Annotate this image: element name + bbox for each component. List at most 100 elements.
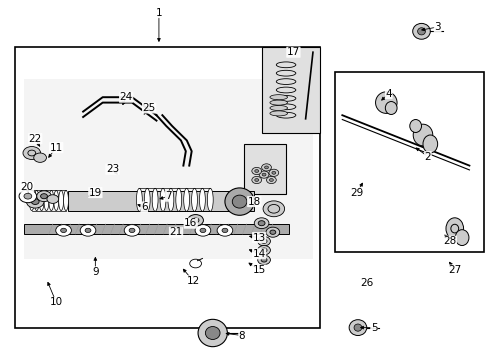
Circle shape [257, 237, 270, 246]
Circle shape [47, 195, 59, 203]
Text: 4: 4 [385, 89, 391, 99]
Text: 14: 14 [252, 249, 265, 259]
Circle shape [251, 176, 261, 184]
Circle shape [19, 190, 37, 203]
Ellipse shape [205, 327, 220, 339]
Circle shape [195, 225, 210, 236]
Circle shape [31, 199, 39, 204]
Ellipse shape [412, 124, 432, 146]
Ellipse shape [353, 324, 361, 331]
Circle shape [262, 173, 265, 176]
Ellipse shape [224, 188, 254, 215]
Circle shape [257, 255, 270, 265]
Ellipse shape [39, 190, 44, 211]
Text: 22: 22 [28, 134, 42, 144]
Ellipse shape [144, 188, 150, 211]
Circle shape [37, 191, 51, 202]
Text: 13: 13 [252, 233, 265, 243]
Bar [261, 47, 320, 133]
Text: 15: 15 [252, 265, 265, 275]
Circle shape [268, 169, 278, 176]
Text: 2: 2 [424, 152, 430, 162]
Text: 23: 23 [105, 164, 119, 174]
Text: 8: 8 [238, 330, 245, 341]
Text: 3: 3 [433, 22, 440, 32]
Circle shape [124, 225, 140, 236]
Text: 19: 19 [88, 188, 102, 198]
Circle shape [263, 201, 284, 217]
Ellipse shape [269, 95, 287, 100]
Text: 25: 25 [142, 103, 156, 113]
Circle shape [192, 218, 199, 223]
Text: 24: 24 [119, 92, 133, 102]
Circle shape [258, 221, 264, 226]
Circle shape [24, 193, 32, 199]
Ellipse shape [348, 320, 366, 336]
Ellipse shape [136, 188, 142, 211]
Circle shape [267, 204, 279, 213]
Text: 6: 6 [141, 202, 147, 212]
Circle shape [266, 176, 276, 184]
Bar [24, 79, 312, 259]
Ellipse shape [232, 195, 246, 208]
Circle shape [261, 248, 266, 252]
Text: 9: 9 [92, 267, 99, 277]
Circle shape [80, 225, 96, 236]
Circle shape [271, 171, 275, 174]
Ellipse shape [269, 105, 287, 111]
Text: 16: 16 [183, 218, 197, 228]
Circle shape [41, 194, 47, 199]
Ellipse shape [191, 188, 197, 211]
Circle shape [261, 239, 266, 243]
Ellipse shape [422, 135, 437, 153]
Text: 21: 21 [169, 227, 183, 237]
Text: 1: 1 [155, 8, 162, 18]
Text: 17: 17 [286, 47, 300, 57]
Text: 26: 26 [359, 278, 373, 288]
Circle shape [187, 215, 203, 226]
Ellipse shape [409, 120, 421, 132]
Text: 28: 28 [442, 236, 456, 246]
Ellipse shape [375, 92, 396, 113]
Circle shape [200, 228, 205, 233]
Ellipse shape [59, 190, 63, 211]
Ellipse shape [417, 28, 425, 35]
Text: 29: 29 [349, 188, 363, 198]
Circle shape [261, 164, 271, 171]
Ellipse shape [199, 188, 205, 211]
Circle shape [189, 259, 201, 268]
Circle shape [264, 166, 268, 169]
Bar [244, 144, 285, 194]
Bar [24, 224, 288, 234]
Circle shape [23, 147, 41, 159]
Circle shape [61, 228, 66, 233]
Circle shape [28, 150, 36, 156]
Bar [15, 47, 320, 328]
Ellipse shape [198, 319, 227, 347]
Circle shape [217, 225, 232, 236]
Circle shape [261, 258, 266, 262]
Ellipse shape [167, 188, 173, 211]
Text: 18: 18 [247, 197, 261, 207]
Ellipse shape [160, 188, 165, 211]
Circle shape [269, 179, 273, 181]
Text: 11: 11 [49, 143, 63, 153]
Circle shape [265, 227, 279, 237]
Ellipse shape [183, 188, 189, 211]
Ellipse shape [34, 190, 39, 211]
Ellipse shape [450, 224, 458, 233]
Ellipse shape [269, 111, 287, 116]
Circle shape [254, 170, 258, 172]
Circle shape [254, 218, 268, 229]
Bar [68, 191, 254, 211]
Text: 12: 12 [186, 276, 200, 286]
Circle shape [34, 153, 46, 162]
Ellipse shape [63, 190, 68, 211]
Circle shape [129, 228, 135, 233]
Ellipse shape [207, 188, 213, 211]
Ellipse shape [176, 188, 182, 211]
Text: 10: 10 [50, 297, 62, 307]
Circle shape [259, 171, 268, 178]
Ellipse shape [49, 190, 54, 211]
Ellipse shape [269, 100, 287, 105]
